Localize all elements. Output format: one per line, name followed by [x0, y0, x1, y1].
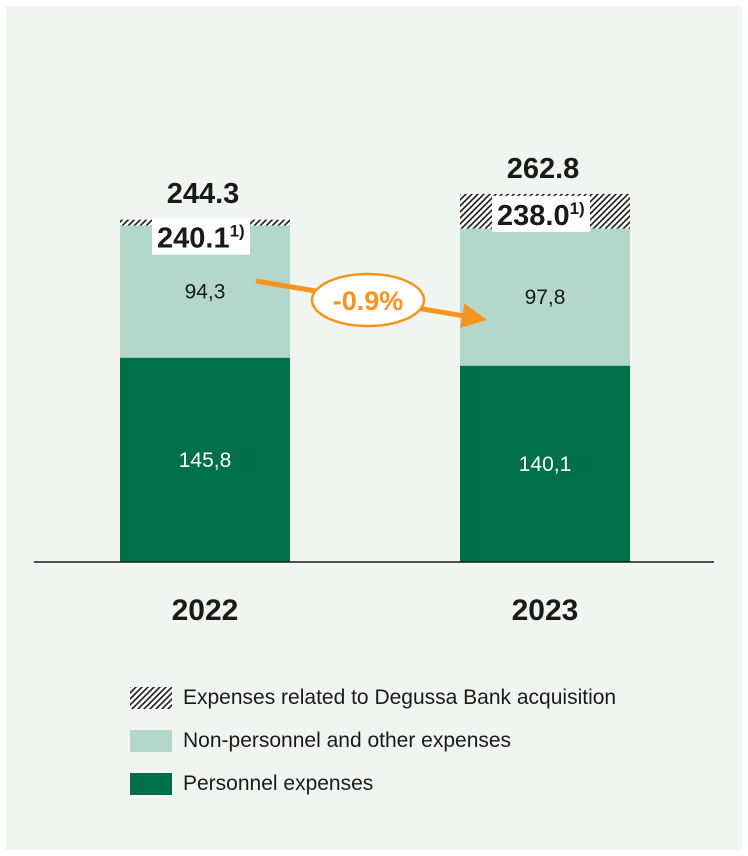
data-label-personnel-2023: 140,1 [519, 453, 572, 476]
legend-item-acquisition: Expenses related to Degussa Bank acquisi… [130, 686, 616, 709]
data-label-non_personnel-2023: 97,8 [525, 286, 566, 309]
change-label: -0.9% [333, 286, 404, 316]
stacked-bar-chart: 145,8 94,3 2022 244.3 240.11) 140,1 97,8 2023 26… [34, 153, 714, 627]
hatch-swatch-icon [130, 686, 172, 709]
light-green-swatch-icon [130, 729, 172, 752]
adjusted-total-2023: 238.01) [497, 199, 585, 232]
bar-personnel-2022 [120, 357, 290, 562]
change-indicator: -0.9% [255, 272, 487, 329]
data-label-non_personnel-2022: 94,3 [185, 281, 226, 304]
legend-item-personnel: Personnel expenses [130, 772, 616, 795]
bar-non_personnel-2023 [460, 228, 630, 366]
category-label-2022: 2022 [172, 594, 239, 627]
total-label-2023: 262.8 [507, 153, 580, 185]
legend-label-acquisition: Expenses related to Degussa Bank acquisi… [183, 685, 617, 709]
total-label-2022: 244.3 [167, 178, 240, 210]
adjusted-total-2022: 240.11) [157, 222, 245, 255]
change-bubble [310, 272, 426, 328]
adjusted-total-backing-2022 [152, 218, 250, 255]
legend-label-non-personnel: Non-personnel and other expenses [183, 728, 512, 752]
dark-green-swatch-icon [130, 772, 172, 795]
legend: Expenses related to Degussa Bank acquisi… [130, 686, 616, 815]
data-label-personnel-2022: 145,8 [179, 449, 232, 472]
bar-personnel-2023 [460, 365, 630, 562]
adjusted-total-backing-2023 [492, 195, 590, 232]
category-label-2023: 2023 [512, 594, 579, 627]
legend-label-personnel: Personnel expenses [183, 771, 374, 795]
legend-item-non-personnel: Non-personnel and other expenses [130, 729, 616, 752]
chart-panel: 145,8 94,3 2022 244.3 240.11) 140,1 97,8 2023 26… [6, 6, 742, 850]
